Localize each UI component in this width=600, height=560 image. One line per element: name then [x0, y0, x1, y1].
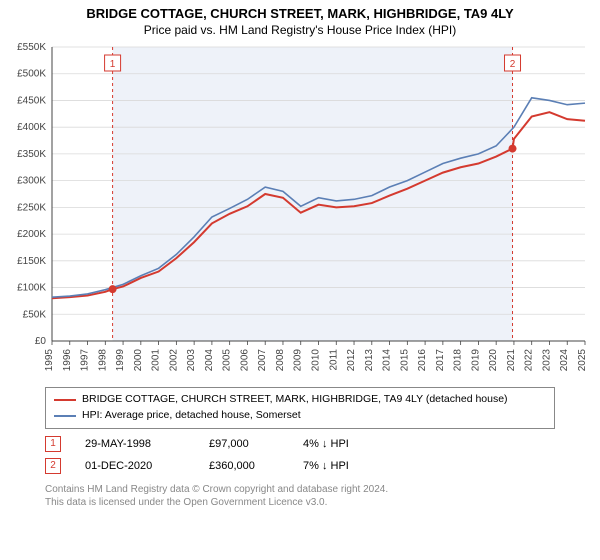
- svg-text:2021: 2021: [506, 349, 517, 372]
- svg-text:2020: 2020: [488, 349, 499, 372]
- chart-container: £0 £50K £100K £150K £200K £250K £300K £350K £400…: [0, 41, 600, 381]
- svg-text:£250K: £250K: [17, 202, 46, 213]
- svg-text:£550K: £550K: [17, 42, 46, 53]
- event-row: 2 01-DEC-2020 £360,000 7% ↓ HPI: [45, 455, 555, 477]
- event-price: £360,000: [209, 460, 279, 472]
- svg-text:2000: 2000: [133, 349, 144, 372]
- svg-text:1999: 1999: [115, 349, 126, 372]
- attribution: Contains HM Land Registry data © Crown c…: [45, 483, 555, 509]
- svg-text:2019: 2019: [470, 349, 481, 372]
- svg-text:1: 1: [110, 59, 116, 70]
- event-diff: 4% ↓ HPI: [303, 438, 349, 450]
- svg-text:2: 2: [510, 59, 516, 70]
- svg-text:2018: 2018: [453, 349, 464, 372]
- svg-text:2002: 2002: [168, 349, 179, 372]
- event-table: 1 29-MAY-1998 £97,000 4% ↓ HPI 2 01-DEC-2020 £…: [45, 433, 555, 477]
- event-date: 29-MAY-1998: [85, 438, 185, 450]
- event-row: 1 29-MAY-1998 £97,000 4% ↓ HPI: [45, 433, 555, 455]
- event-diff: 7% ↓ HPI: [303, 460, 349, 472]
- event-price: £97,000: [209, 438, 279, 450]
- legend-swatch: [54, 399, 76, 401]
- attribution-line: This data is licensed under the Open Gov…: [45, 496, 555, 509]
- legend-label: HPI: Average price, detached house, Some…: [82, 408, 301, 424]
- svg-text:1997: 1997: [80, 349, 91, 372]
- svg-text:£150K: £150K: [17, 256, 46, 267]
- svg-text:2014: 2014: [382, 349, 393, 372]
- svg-text:2003: 2003: [186, 349, 197, 372]
- svg-text:2025: 2025: [577, 349, 588, 372]
- svg-text:2004: 2004: [204, 349, 215, 372]
- legend-item: BRIDGE COTTAGE, CHURCH STREET, MARK, HIG…: [54, 392, 546, 408]
- svg-text:2017: 2017: [435, 349, 446, 372]
- event-date: 01-DEC-2020: [85, 460, 185, 472]
- svg-text:1998: 1998: [97, 349, 108, 372]
- event-badge: 2: [45, 458, 61, 474]
- svg-text:2001: 2001: [151, 349, 162, 372]
- svg-text:£500K: £500K: [17, 69, 46, 80]
- price-chart: £0 £50K £100K £150K £200K £250K £300K £350K £400…: [0, 41, 600, 381]
- svg-text:2007: 2007: [257, 349, 268, 372]
- svg-text:2005: 2005: [222, 349, 233, 372]
- svg-text:£400K: £400K: [17, 122, 46, 133]
- svg-text:£300K: £300K: [17, 176, 46, 187]
- svg-text:2022: 2022: [524, 349, 535, 372]
- svg-text:2008: 2008: [275, 349, 286, 372]
- svg-text:2006: 2006: [239, 349, 250, 372]
- svg-text:£200K: £200K: [17, 229, 46, 240]
- attribution-line: Contains HM Land Registry data © Crown c…: [45, 483, 555, 496]
- legend: BRIDGE COTTAGE, CHURCH STREET, MARK, HIG…: [45, 387, 555, 429]
- legend-item: HPI: Average price, detached house, Some…: [54, 408, 546, 424]
- svg-text:2024: 2024: [559, 349, 570, 372]
- svg-text:£450K: £450K: [17, 95, 46, 106]
- svg-text:£100K: £100K: [17, 283, 46, 294]
- svg-text:2009: 2009: [293, 349, 304, 372]
- svg-text:2016: 2016: [417, 349, 428, 372]
- legend-swatch: [54, 415, 76, 417]
- chart-title: BRIDGE COTTAGE, CHURCH STREET, MARK, HIG…: [0, 0, 600, 21]
- svg-text:£0: £0: [35, 336, 47, 347]
- svg-text:2011: 2011: [328, 349, 339, 371]
- svg-text:2010: 2010: [311, 349, 322, 372]
- svg-text:£50K: £50K: [23, 309, 47, 320]
- svg-text:1995: 1995: [44, 349, 55, 372]
- legend-label: BRIDGE COTTAGE, CHURCH STREET, MARK, HIG…: [82, 392, 508, 408]
- event-badge: 1: [45, 436, 61, 452]
- svg-text:1996: 1996: [62, 349, 73, 372]
- svg-text:2023: 2023: [541, 349, 552, 372]
- svg-text:2015: 2015: [399, 349, 410, 372]
- svg-text:2012: 2012: [346, 349, 357, 372]
- svg-text:£350K: £350K: [17, 149, 46, 160]
- chart-subtitle: Price paid vs. HM Land Registry's House …: [0, 21, 600, 41]
- svg-text:2013: 2013: [364, 349, 375, 372]
